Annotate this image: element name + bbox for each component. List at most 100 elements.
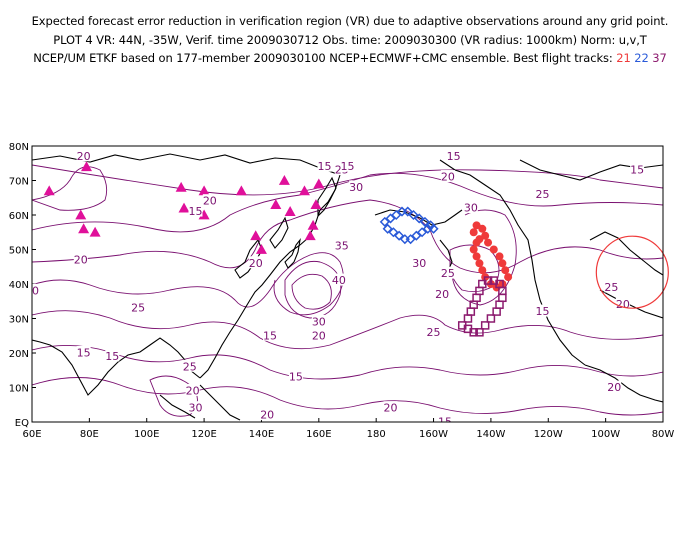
contour-label: 30 — [349, 181, 363, 194]
lon-label: 80W — [652, 429, 675, 440]
lon-label: 120W — [534, 429, 563, 440]
track22-point — [417, 227, 428, 238]
track37-point — [498, 293, 507, 303]
contour-lines — [32, 164, 663, 417]
track22-point — [382, 223, 393, 234]
lon-label: 120E — [191, 429, 216, 440]
track21-point — [469, 228, 478, 237]
contour-label: 15 — [438, 416, 452, 429]
contour-label: 25 — [604, 281, 618, 294]
observation-triangle — [75, 209, 87, 220]
track21-point — [478, 224, 487, 233]
observation-triangle — [78, 223, 90, 234]
contour-label: 40 — [332, 274, 346, 287]
contour-label: 20 — [77, 150, 91, 163]
track22-point — [394, 230, 405, 241]
observation-triangles — [43, 161, 325, 254]
header-line-1: Expected forecast error reduction in ver… — [31, 14, 669, 28]
lat-label: 40N — [9, 280, 29, 291]
contour-label: 20 — [607, 381, 621, 394]
track21-point — [478, 266, 487, 275]
observation-triangle — [284, 206, 296, 216]
header-line-3-prefix: NCEP/UM ETKF based on 177-member 2009030… — [33, 51, 613, 65]
contour-label: 20 — [260, 409, 274, 422]
track37-point — [492, 307, 501, 316]
lon-label: 80E — [80, 429, 99, 440]
contour-label: 25 — [131, 302, 145, 315]
flight-track-22 — [379, 206, 439, 245]
track22-point — [379, 216, 390, 227]
observation-triangle — [198, 209, 210, 220]
track37-point — [495, 300, 504, 309]
track21-point — [475, 235, 484, 244]
track22-point — [411, 230, 422, 241]
track21-point — [481, 231, 490, 240]
track37-point — [463, 324, 473, 334]
lon-label: 180 — [367, 429, 386, 440]
contour-label: 15 — [105, 350, 119, 363]
observation-triangle — [310, 199, 322, 210]
observation-triangle — [250, 230, 262, 241]
contour-label: 20 — [186, 384, 200, 397]
observation-triangle — [313, 178, 325, 189]
map-frame — [31, 145, 664, 423]
longitude-labels: 60E 80E 100E 120E 140E 160E 180 160W 140W 120W 100… — [22, 418, 674, 440]
lat-label: 70N — [9, 177, 29, 188]
track37-point — [483, 276, 493, 285]
lat-label: 50N — [9, 246, 29, 257]
contour-label: 25 — [536, 188, 550, 201]
track37-point — [466, 307, 476, 316]
observation-triangle — [178, 202, 190, 213]
contour-label: 30 — [412, 257, 426, 270]
track22-point — [399, 234, 410, 245]
track22-point — [402, 206, 413, 217]
track21-point — [472, 252, 481, 261]
contour-label: 20 — [384, 402, 398, 415]
observation-triangle — [89, 226, 101, 237]
observation-triangle — [278, 175, 290, 185]
contour-label: 30 — [312, 315, 326, 328]
track21-point — [504, 273, 513, 282]
coastlines — [32, 153, 663, 421]
observation-triangle — [255, 244, 267, 254]
flight-track-37 — [457, 276, 507, 337]
lon-label: 100W — [591, 429, 620, 440]
track21-point — [469, 245, 478, 254]
contour-label: 25 — [183, 360, 197, 373]
contour-label: 15 — [447, 150, 461, 163]
contour-label: 20 — [74, 253, 88, 266]
contour-label: 15 — [289, 371, 303, 384]
contour-label: 15 — [318, 160, 332, 173]
track37-point — [475, 328, 484, 337]
contour-label: 30 — [188, 402, 202, 415]
track22-point — [422, 223, 433, 234]
track21-point — [498, 259, 507, 268]
latitude-labels: EQ 10N 20N 30N 40N 50N 60N 70N 80N — [9, 142, 36, 429]
track22-point — [408, 209, 419, 221]
lon-label: 60E — [22, 429, 41, 440]
track21-point — [475, 259, 484, 268]
contour-labels: 15 20 30 20 25 15 25 20 30 15 20 20 15 15 20 25 30 35 40 30… — [25, 149, 645, 429]
track22-point — [414, 213, 425, 224]
contour-label: 15 — [536, 305, 550, 318]
lon-label: 140E — [249, 429, 274, 440]
contour-label: 20 — [249, 257, 263, 270]
contour-label: 30 — [464, 202, 478, 215]
contour-label: 35 — [335, 240, 349, 253]
track21-point — [484, 238, 493, 247]
track37-point — [486, 314, 496, 323]
verification-region-circle — [595, 235, 669, 309]
lat-label: EQ — [15, 418, 29, 429]
lon-label: 140W — [476, 429, 505, 440]
track22-point — [391, 209, 402, 221]
track22-point — [388, 227, 399, 238]
observation-triangle — [198, 185, 210, 196]
contour-label: 30 — [25, 284, 39, 297]
lat-label: 20N — [9, 349, 29, 360]
contour-label: 20 — [435, 288, 449, 301]
track21-point — [501, 266, 510, 275]
contour-label: 20 — [203, 195, 217, 208]
track21-point — [472, 221, 481, 230]
header-line-3: NCEP/UM ETKF based on 177-member 2009030… — [0, 51, 700, 65]
